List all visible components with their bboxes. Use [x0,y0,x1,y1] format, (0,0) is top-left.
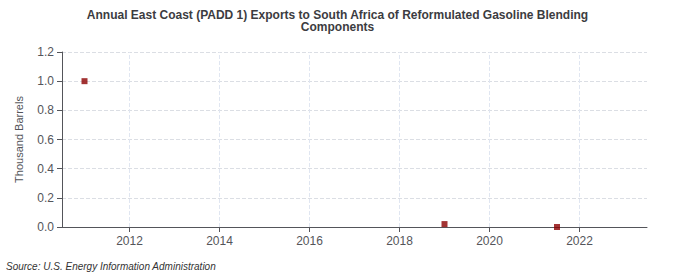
svg-text:1.0: 1.0 [37,74,54,88]
svg-text:1.2: 1.2 [37,45,54,59]
svg-text:0.6: 0.6 [37,133,54,147]
svg-text:0.2: 0.2 [37,191,54,205]
svg-text:2016: 2016 [296,234,323,248]
svg-text:Source: U.S. Energy Informatio: Source: U.S. Energy Information Administ… [6,261,216,272]
svg-text:Components: Components [301,20,375,34]
svg-text:2012: 2012 [116,234,143,248]
svg-text:0.8: 0.8 [37,103,54,117]
svg-text:Annual East Coast (PADD 1) Exp: Annual East Coast (PADD 1) Exports to So… [86,8,589,22]
svg-text:2018: 2018 [386,234,413,248]
svg-text:Thousand Barrels: Thousand Barrels [13,96,25,183]
svg-text:2022: 2022 [566,234,593,248]
svg-text:0.0: 0.0 [37,220,54,234]
svg-text:2014: 2014 [206,234,233,248]
svg-text:0.4: 0.4 [37,162,54,176]
svg-text:2020: 2020 [476,234,503,248]
